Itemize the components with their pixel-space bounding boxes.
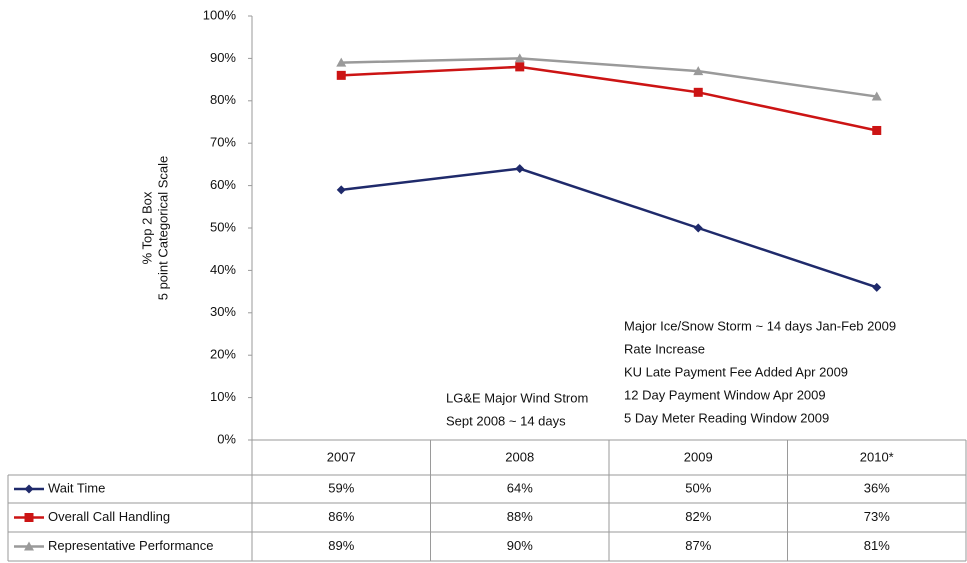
table-value: 73% [864, 509, 890, 524]
marker [24, 541, 34, 551]
y-tick-label: 20% [210, 347, 236, 362]
y-axis-label: 5 point Categorical Scale [155, 156, 170, 301]
marker [336, 70, 346, 80]
marker [693, 87, 703, 97]
table-value: 36% [864, 480, 890, 495]
annotation: LG&E Major Wind Strom [446, 390, 588, 405]
legend-label: Overall Call Handling [48, 509, 170, 524]
marker [693, 66, 704, 76]
marker [872, 125, 882, 135]
annotation: Sept 2008 ~ 14 days [446, 413, 566, 428]
marker [24, 484, 34, 494]
annotation: 12 Day Payment Window Apr 2009 [624, 387, 826, 402]
table-value: 64% [507, 480, 533, 495]
marker [872, 282, 882, 292]
x-tick-label: 2010* [860, 449, 894, 464]
table-value: 88% [507, 509, 533, 524]
marker [871, 91, 882, 101]
marker [515, 164, 525, 174]
y-tick-label: 40% [210, 262, 236, 277]
y-tick-label: 80% [210, 92, 236, 107]
annotation: 5 Day Meter Reading Window 2009 [624, 410, 829, 425]
x-tick-label: 2008 [505, 449, 534, 464]
table-value: 81% [864, 538, 890, 553]
legend-label: Representative Performance [48, 538, 213, 553]
table-value: 89% [328, 538, 354, 553]
table-value: 82% [685, 509, 711, 524]
y-tick-label: 10% [210, 389, 236, 404]
annotation: KU Late Payment Fee Added Apr 2009 [624, 364, 848, 379]
y-tick-label: 30% [210, 304, 236, 319]
table-value: 87% [685, 538, 711, 553]
series-line [341, 167, 878, 289]
y-axis-label: % Top 2 Box [139, 191, 154, 264]
table-value: 59% [328, 480, 354, 495]
table-value: 50% [685, 480, 711, 495]
x-tick-label: 2007 [327, 449, 356, 464]
marker [515, 62, 525, 72]
marker [336, 185, 346, 195]
x-tick-label: 2009 [684, 449, 713, 464]
annotation: Rate Increase [624, 341, 705, 356]
table-value: 86% [328, 509, 354, 524]
marker [514, 53, 525, 63]
marker [336, 57, 347, 67]
series-line [341, 65, 878, 132]
marker [24, 513, 34, 522]
y-tick-label: 50% [210, 219, 236, 234]
marker [693, 223, 703, 233]
annotation: Major Ice/Snow Storm ~ 14 days Jan-Feb 2… [624, 318, 896, 333]
y-tick-label: 90% [210, 50, 236, 65]
y-tick-label: 60% [210, 177, 236, 192]
series-line [341, 57, 877, 98]
y-tick-label: 100% [203, 7, 237, 22]
legend-label: Wait Time [48, 480, 105, 495]
table-value: 90% [507, 538, 533, 553]
y-tick-label: 0% [217, 431, 236, 446]
y-tick-label: 70% [210, 135, 236, 150]
